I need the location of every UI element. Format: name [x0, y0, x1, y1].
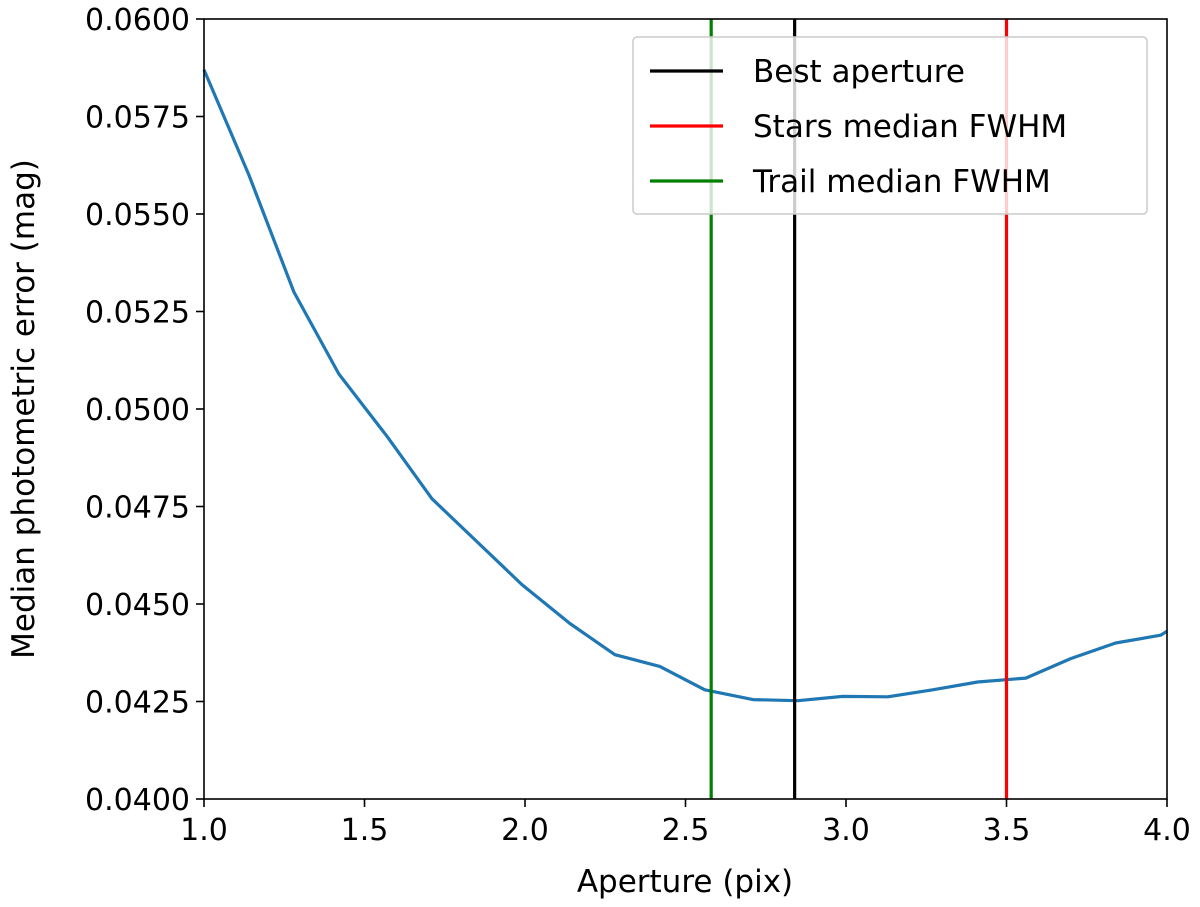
- legend-label: Trail median FWHM: [752, 164, 1051, 200]
- y-tick-label: 0.0500: [85, 393, 190, 428]
- y-tick-label: 0.0425: [85, 686, 190, 721]
- legend: Best aperture Stars median FWHM Trail medi…: [632, 36, 1148, 215]
- y-tick-label: 0.0575: [85, 101, 190, 136]
- legend-label: Stars median FWHM: [753, 109, 1067, 145]
- x-tick-label: 3.5: [983, 813, 1031, 848]
- axes-ticks: 1.0 1.5 2.0 2.5 3.0 3.5 4.0 0.0400 0.0425 0.0450 0…: [85, 3, 1191, 848]
- x-tick-label: 2.0: [501, 813, 549, 848]
- y-axis-label: Median photometric error (mag): [6, 159, 42, 659]
- x-tick-label: 2.5: [662, 813, 710, 848]
- legend-box: [632, 36, 1148, 215]
- y-tick-label: 0.0400: [85, 783, 190, 818]
- legend-label: Best aperture: [753, 54, 965, 90]
- x-tick-label: 3.0: [822, 813, 870, 848]
- x-axis-label: Aperture (pix): [577, 864, 793, 900]
- x-tick-label: 1.0: [180, 813, 228, 848]
- y-tick-label: 0.0525: [85, 296, 190, 331]
- x-tick-label: 1.5: [341, 813, 389, 848]
- series-line: [202, 69, 1168, 703]
- y-tick-label: 0.0550: [85, 198, 190, 233]
- y-tick-label: 0.0475: [85, 491, 190, 526]
- y-tick-label: 0.0600: [85, 3, 190, 38]
- y-tick-label: 0.0450: [85, 588, 190, 623]
- x-tick-label: 4.0: [1143, 813, 1191, 848]
